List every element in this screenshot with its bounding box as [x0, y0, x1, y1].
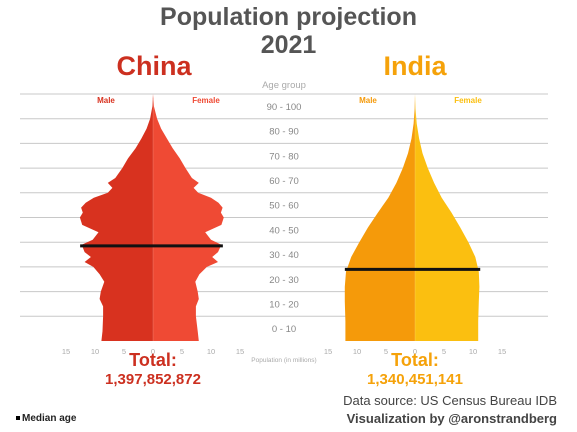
age-group-label: 50 - 60: [269, 201, 299, 212]
age-group-label: 60 - 70: [269, 176, 299, 187]
x-tick-label: 15: [236, 347, 244, 356]
median-age-legend: Median age: [16, 413, 76, 424]
age-group-label: 20 - 30: [269, 275, 299, 286]
china-female-area: [153, 94, 224, 341]
x-tick-label: 10: [91, 347, 99, 356]
x-tick-label: 0: [151, 347, 155, 356]
china-panel-title: China: [116, 51, 192, 81]
age-group-label: 40 - 50: [269, 225, 299, 236]
age-group-label: 70 - 80: [269, 151, 299, 162]
india-male-label: Male: [359, 96, 377, 105]
median-legend-label: Median age: [22, 413, 77, 424]
china-male-area: [79, 94, 153, 341]
india-panel-title: India: [383, 51, 447, 81]
median-legend-swatch: [16, 416, 20, 421]
x-tick-label: 10: [353, 347, 361, 356]
visualization-credit: Visualization by @aronstrandberg: [346, 411, 557, 426]
x-axis-title: Population (in millions): [251, 357, 316, 364]
x-tick-label: 10: [207, 347, 215, 356]
india-female-area: [415, 94, 480, 341]
x-tick-label: 15: [62, 347, 70, 356]
china-female-label: Female: [192, 96, 220, 105]
india-total-value: 1,340,451,141: [367, 371, 463, 388]
x-tick-label: 5: [122, 347, 126, 356]
china-male-label: Male: [97, 96, 115, 105]
age-group-label: 30 - 40: [269, 250, 299, 261]
india-male-area: [344, 94, 415, 341]
x-tick-label: 10: [469, 347, 477, 356]
china-total-label: Total:: [129, 350, 177, 370]
data-source-note: Data source: US Census Bureau IDB: [343, 393, 557, 408]
x-tick-label: 15: [498, 347, 506, 356]
x-tick-label: 5: [442, 347, 446, 356]
x-tick-label: 5: [384, 347, 388, 356]
india-female-label: Female: [454, 96, 482, 105]
china-total-value: 1,397,852,872: [105, 371, 201, 388]
age-group-label: 10 - 20: [269, 299, 299, 310]
x-tick-label: 5: [180, 347, 184, 356]
y-axis-title: Age group: [262, 80, 306, 91]
x-tick-label: 15: [324, 347, 332, 356]
x-tick-label: 0: [413, 347, 417, 356]
india-total-label: Total:: [391, 350, 439, 370]
age-group-label: 80 - 90: [269, 127, 299, 138]
age-group-label: 90 - 100: [267, 102, 302, 113]
chart-subtitle-year: 2021: [260, 31, 317, 59]
chart-title: Population projection: [160, 3, 417, 31]
age-group-label: 0 - 10: [272, 324, 296, 335]
